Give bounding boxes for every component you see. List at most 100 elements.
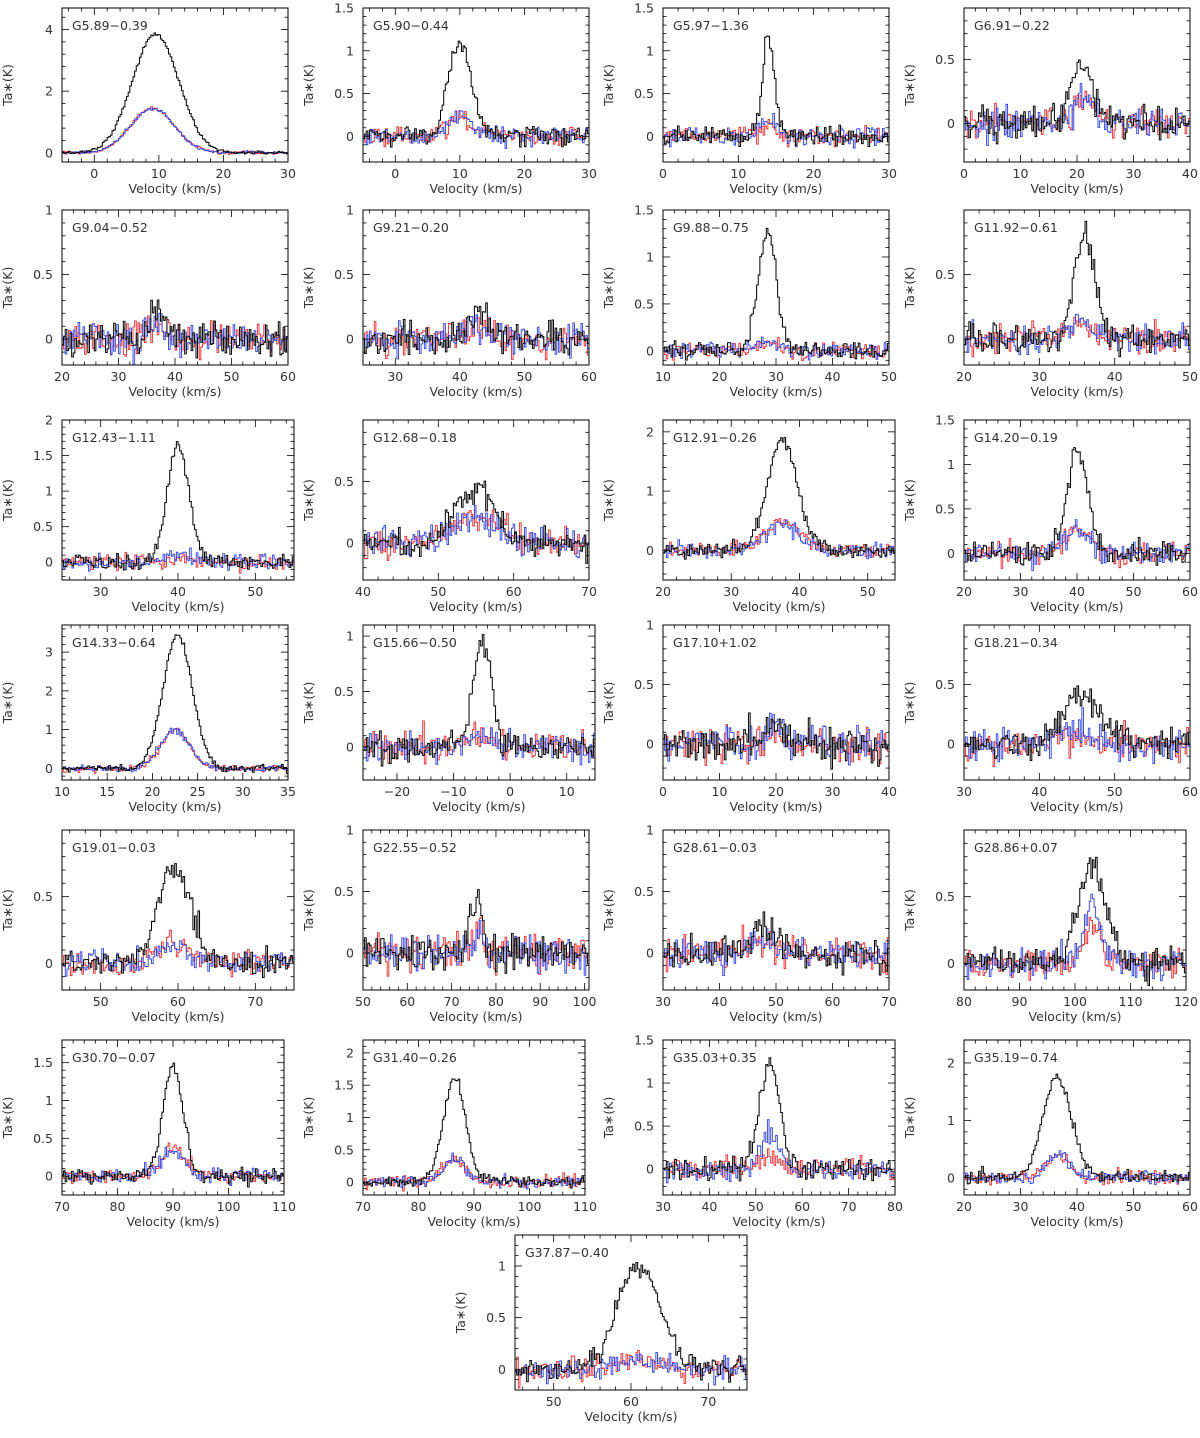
- series-1-trace: [363, 302, 589, 356]
- x-tick-label: 20: [144, 784, 160, 799]
- y-axis-label: Ta∗(K): [902, 479, 917, 522]
- series-1-trace: [964, 685, 1190, 762]
- source-name-label: G12.43−1.11: [72, 430, 156, 445]
- series-2-trace: [663, 518, 895, 558]
- x-tick-label: −20: [384, 784, 410, 799]
- series-3-trace: [964, 1150, 1190, 1186]
- series-3-trace: [663, 712, 889, 766]
- series-3-trace: [363, 505, 589, 559]
- x-tick-label: 10: [1013, 166, 1029, 181]
- x-tick-label: 35: [280, 784, 296, 799]
- series-2-trace: [663, 118, 889, 148]
- x-tick-label: 50: [860, 584, 876, 599]
- y-tick-label: 1: [646, 823, 654, 838]
- x-tick-label: 0: [90, 166, 98, 181]
- x-tick-label: 110: [573, 1199, 597, 1214]
- y-tick-label: 0: [947, 737, 955, 752]
- series-3-trace: [663, 336, 889, 361]
- y-tick-label: 0: [346, 946, 354, 961]
- y-tick-label: 0: [947, 1170, 955, 1185]
- series-2-trace: [663, 1148, 895, 1181]
- series-2-trace: [62, 929, 294, 978]
- y-axis-label: Ta∗(K): [0, 682, 15, 725]
- series-2-trace: [663, 924, 889, 975]
- y-tick-label: 0.5: [935, 889, 955, 904]
- y-tick-label: 0: [45, 1169, 53, 1184]
- y-axis-label: Ta∗(K): [0, 64, 15, 107]
- series-1-trace: [363, 889, 589, 974]
- y-tick-label: 0: [346, 1175, 354, 1190]
- series-1-trace: [663, 437, 895, 560]
- x-tick-label: 40: [825, 369, 841, 384]
- x-tick-label: 40: [881, 784, 897, 799]
- y-tick-label: 3: [45, 645, 53, 660]
- y-tick-label: 0: [646, 1162, 654, 1177]
- y-tick-label: 0.5: [334, 267, 354, 282]
- spectrum-panel: 0 10 20 30 0 2 4 Velocity (km/s) Ta∗(K) G5.89−0.3…: [0, 7, 296, 196]
- y-tick-label: 0.5: [634, 296, 654, 311]
- series-1-trace: [663, 712, 889, 770]
- plot-frame: [963, 624, 1191, 781]
- source-name-label: G6.91−0.22: [974, 18, 1050, 33]
- x-axis-label: Velocity (km/s): [730, 1009, 823, 1024]
- x-tick-label: 25: [190, 784, 206, 799]
- source-name-label: G19.01−0.03: [72, 840, 156, 855]
- y-axis-label: Ta∗(K): [301, 64, 316, 107]
- y-axis-label: Ta∗(K): [601, 682, 616, 725]
- plot-frame: [362, 419, 590, 581]
- x-tick-label: 70: [841, 1199, 857, 1214]
- y-axis-label: Ta∗(K): [0, 1097, 15, 1140]
- y-tick-label: 0.5: [334, 684, 354, 699]
- x-axis-label: Velocity (km/s): [132, 599, 225, 614]
- x-tick-label: 70: [54, 1199, 70, 1214]
- series-2-trace: [964, 720, 1190, 767]
- x-tick-label: 20: [712, 369, 728, 384]
- y-tick-label: 1: [45, 722, 53, 737]
- series-1-trace: [663, 35, 889, 148]
- y-tick-label: 1: [646, 43, 654, 58]
- source-name-label: G9.04−0.52: [72, 220, 148, 235]
- x-tick-label: 30: [1013, 584, 1029, 599]
- y-tick-label: 0: [346, 739, 354, 754]
- x-tick-label: 20: [54, 369, 70, 384]
- series-2-trace: [62, 727, 288, 774]
- y-axis-label: Ta∗(K): [902, 682, 917, 725]
- series-1-trace: [964, 1073, 1190, 1185]
- y-tick-label: 0.5: [935, 267, 955, 282]
- y-tick-label: 1.5: [634, 1033, 654, 1048]
- source-name-label: G5.97−1.36: [673, 18, 749, 33]
- x-tick-label: 50: [748, 1199, 764, 1214]
- y-tick-label: 1: [45, 1093, 53, 1108]
- source-name-label: G30.70−0.07: [72, 1050, 156, 1065]
- series-1-trace: [363, 480, 589, 564]
- spectrum-panel: 80 90 100 110 120 0 0.5 Velocity (km/s) Ta∗(K) G2…: [902, 829, 1198, 1024]
- series-1-trace: [363, 40, 589, 148]
- x-tick-label: 30: [723, 584, 739, 599]
- y-tick-label: 1: [646, 484, 654, 499]
- y-tick-label: 1.5: [634, 1, 654, 16]
- x-tick-label: 70: [444, 994, 460, 1009]
- x-tick-label: 70: [700, 1394, 716, 1409]
- x-tick-label: 30: [1126, 166, 1142, 181]
- x-axis-label: Velocity (km/s): [1029, 1009, 1122, 1024]
- y-tick-label: 0: [646, 543, 654, 558]
- y-tick-label: 0: [646, 737, 654, 752]
- series-3-trace: [363, 919, 589, 976]
- y-axis-label: Ta∗(K): [0, 267, 15, 310]
- x-tick-label: 40: [167, 369, 183, 384]
- series-1-trace: [964, 59, 1190, 145]
- x-tick-label: 110: [1119, 994, 1143, 1009]
- x-tick-label: 40: [792, 584, 808, 599]
- y-axis-label: Ta∗(K): [301, 479, 316, 522]
- series-1-trace: [62, 441, 294, 571]
- source-name-label: G14.20−0.19: [974, 430, 1058, 445]
- spectrum-panel: 20 30 40 50 60 0 1 2 Velocity (km/s) Ta∗(K) G35.19…: [902, 1039, 1198, 1229]
- y-axis-label: Ta∗(K): [301, 1097, 316, 1140]
- source-name-label: G35.03+0.35: [673, 1050, 757, 1065]
- y-axis-label: Ta∗(K): [0, 479, 15, 522]
- x-tick-label: 40: [170, 584, 186, 599]
- x-tick-label: 50: [247, 584, 263, 599]
- y-tick-label: 0.5: [33, 267, 53, 282]
- y-axis-label: Ta∗(K): [601, 267, 616, 310]
- y-axis-label: Ta∗(K): [301, 889, 316, 932]
